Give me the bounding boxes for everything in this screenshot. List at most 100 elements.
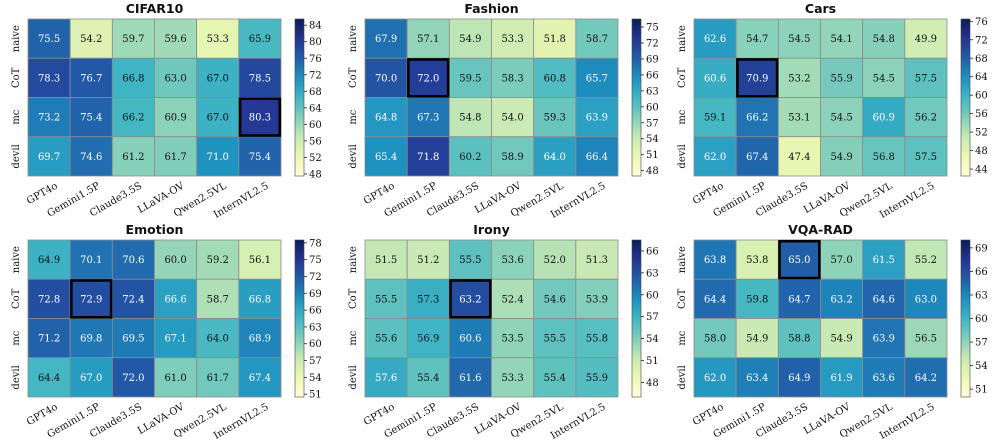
- colorbar-tick-label: 56: [975, 109, 988, 120]
- cell-value: 70.6: [122, 255, 144, 266]
- row-label: mc: [348, 330, 359, 345]
- colorbar-tick-label: 66: [646, 70, 659, 81]
- heatmap-cell: [735, 136, 779, 177]
- colorbar-tick-label: 52: [975, 128, 988, 139]
- heatmap-cell: [196, 136, 240, 177]
- row-label: mc: [677, 109, 688, 124]
- cell-value: 57.5: [915, 73, 937, 84]
- cell-value: 62.0: [704, 152, 726, 163]
- cell-value: 70.0: [375, 73, 397, 84]
- cell-value: 71.8: [417, 152, 439, 163]
- cell-value: 65.4: [375, 152, 397, 163]
- heatmap-cell: [862, 136, 906, 177]
- cell-value: 58.8: [788, 334, 810, 345]
- heatmap-cell: [406, 18, 450, 59]
- cell-value: 72.0: [122, 373, 144, 384]
- colorbar-tick-label: 66: [309, 306, 322, 317]
- heatmap-cell: [491, 136, 535, 177]
- cell-value: 55.4: [544, 373, 566, 384]
- cell-value: 64.2: [915, 373, 937, 384]
- heatmap-cell: [238, 239, 282, 280]
- heatmap-cell: [27, 318, 71, 359]
- cell-value: 55.5: [459, 255, 481, 266]
- row-label: CoT: [677, 67, 688, 88]
- cell-value: 67.0: [207, 73, 229, 84]
- highlight-box: [778, 239, 821, 280]
- cell-value: 58.3: [501, 73, 523, 84]
- heatmap-cell: [448, 318, 492, 359]
- cell-value: 76.7: [80, 73, 102, 84]
- heatmap-cell: [154, 97, 198, 138]
- colorbar-tick-label: 60: [309, 339, 322, 350]
- heatmap-cell: [69, 18, 113, 59]
- heatmap-cell: [69, 57, 113, 98]
- cell-value: 64.4: [38, 373, 60, 384]
- row-label: devil: [677, 365, 688, 389]
- cell-value: 72.4: [122, 294, 144, 305]
- heatmap-cell: [575, 278, 619, 319]
- colorbar-tick-label: 48: [309, 169, 322, 180]
- panel-title: Fashion: [464, 1, 518, 16]
- heatmap-cell: [533, 136, 577, 177]
- colorbar-tick-label: 60: [975, 314, 988, 325]
- colorbar-tick-label: 63: [646, 86, 659, 97]
- heatmap-cell: [904, 97, 948, 138]
- heatmap-cell: [862, 278, 906, 319]
- cell-value: 70.1: [80, 255, 102, 266]
- heatmap-cell: [406, 239, 450, 280]
- colorbar-tick-label: 52: [309, 153, 322, 164]
- heatmap-cell: [820, 57, 864, 98]
- row-label: mc: [677, 330, 688, 345]
- cell-value: 54.8: [459, 113, 481, 124]
- colorbar: [631, 239, 642, 398]
- heatmap-cell: [904, 136, 948, 177]
- cell-value: 54.9: [459, 34, 481, 45]
- cell-value: 64.9: [788, 373, 810, 384]
- cell-value: 47.4: [788, 152, 810, 163]
- cell-value: 64.0: [207, 334, 229, 345]
- highlight-box: [70, 279, 113, 319]
- cell-value: 75.5: [38, 34, 60, 45]
- colorbar-tick-label: 66: [646, 246, 659, 257]
- colorbar-tick-label: 51: [646, 356, 659, 367]
- cell-value: 72.9: [80, 294, 102, 305]
- cell-value: 68.9: [249, 334, 271, 345]
- heatmap-cell: [238, 136, 282, 177]
- colorbar-tick-label: 80: [309, 37, 322, 48]
- heatmap-cell: [820, 357, 864, 398]
- heatmap-panel-3: Cars 62.6 54.7 54.5 54.1 54.8 49.9 60.6 70.9 53.2…: [677, 1, 988, 221]
- column-label: GPT4o: [362, 181, 397, 207]
- cell-value: 54.9: [830, 334, 852, 345]
- row-label: mc: [11, 109, 22, 124]
- cell-value: 57.0: [830, 255, 852, 266]
- heatmap-cell: [27, 18, 71, 59]
- cell-value: 54.2: [80, 34, 102, 45]
- colorbar-tick-label: 78: [309, 238, 322, 249]
- cell-value: 60.8: [544, 73, 566, 84]
- colorbar-tick-label: 57: [309, 356, 322, 367]
- cell-value: 60.6: [704, 73, 726, 84]
- heatmap-cell: [196, 239, 240, 280]
- cell-value: 59.3: [544, 113, 566, 124]
- cell-value: 63.9: [873, 334, 895, 345]
- cell-value: 67.0: [80, 373, 102, 384]
- column-label: GPT4o: [691, 402, 726, 428]
- heatmap-cell: [533, 318, 577, 359]
- cell-value: 66.8: [249, 294, 271, 305]
- heatmap-cell: [238, 18, 282, 59]
- colorbar-tick-label: 72: [646, 38, 659, 49]
- heatmap-cell: [111, 18, 155, 59]
- colorbar-tick-label: 75: [309, 255, 322, 266]
- heatmap-cell: [491, 239, 535, 280]
- heatmap-cell: [406, 278, 450, 319]
- row-label: CoT: [348, 288, 359, 309]
- colorbar-tick-label: 72: [309, 272, 322, 283]
- row-label: naive: [348, 246, 359, 273]
- colorbar-tick-label: 48: [975, 146, 988, 157]
- cell-value: 64.6: [873, 294, 895, 305]
- row-label: CoT: [677, 288, 688, 309]
- cell-value: 49.9: [915, 34, 937, 45]
- row-label: mc: [11, 330, 22, 345]
- heatmap-cell: [693, 136, 737, 177]
- colorbar-tick-label: 63: [309, 322, 322, 333]
